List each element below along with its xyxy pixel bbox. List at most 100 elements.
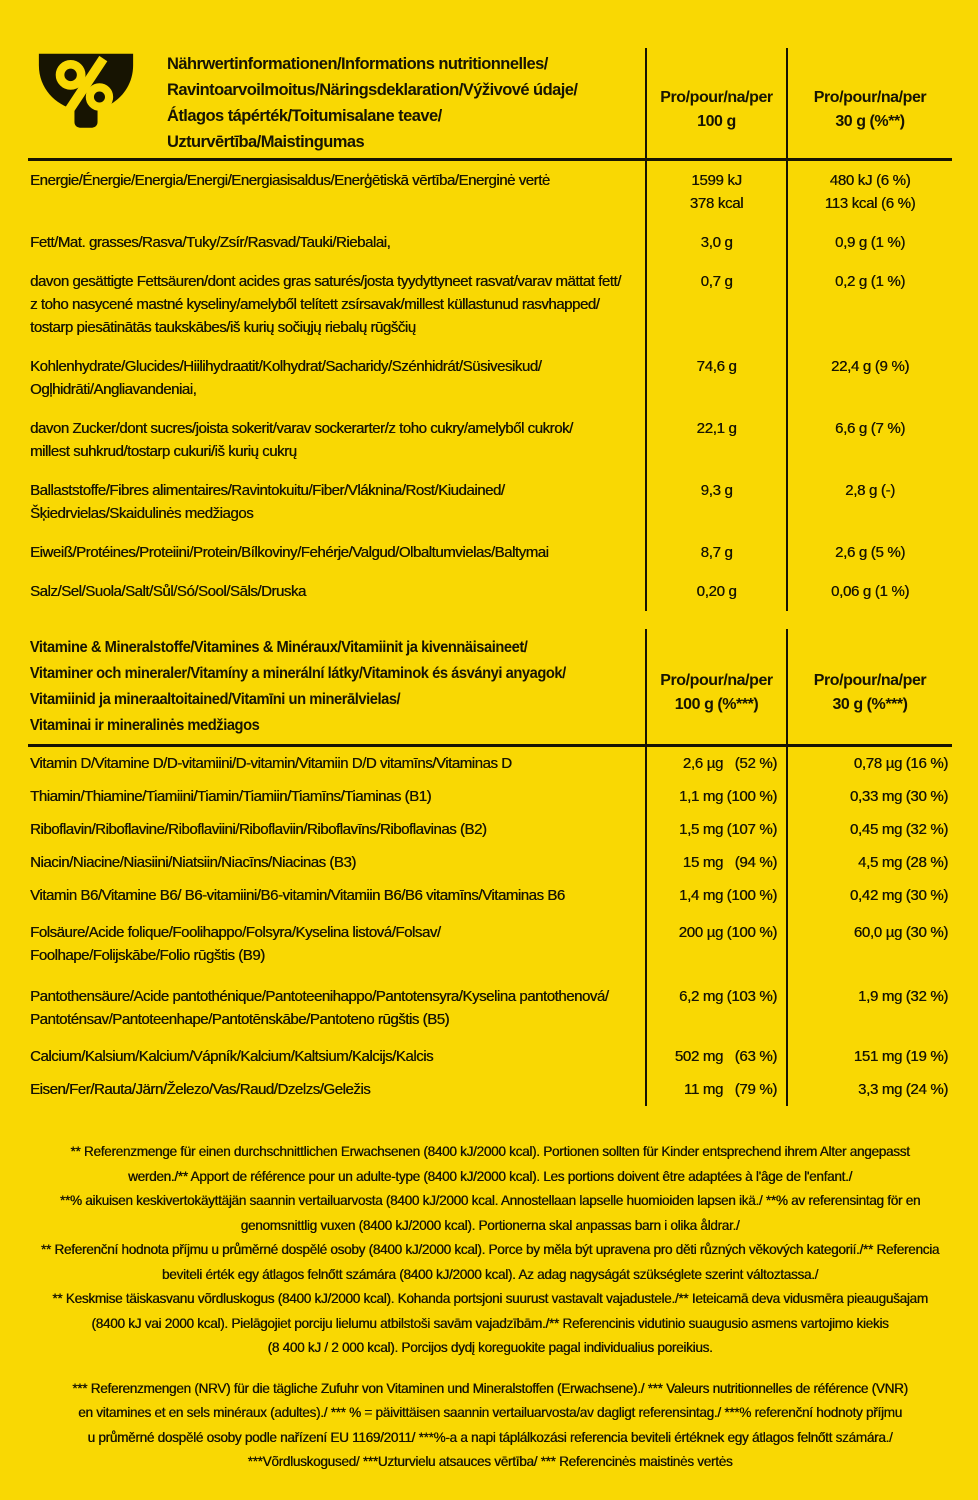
per-30g-value: 60,0 µg <box>853 924 903 941</box>
per-30g-value: 0,45 mg <box>849 821 902 838</box>
nutrient-label: Energie/Énergie/Energia/Energi/Energiasi… <box>30 172 550 189</box>
nutrient-label: davon Zucker/dont sucres/joista sokerit/… <box>30 420 573 460</box>
vitamin-row-folic-acid: Folsäure/Acide folique/Foolihappo/Folsyr… <box>28 912 952 976</box>
per-30g-percent: (16 %) <box>905 755 949 772</box>
nutrient-label: davon gesättigte Fettsäuren/dont acides … <box>30 273 621 336</box>
per-30g-value: 1,9 mg <box>857 988 902 1005</box>
per-100g-value: 9,3 g <box>700 482 733 499</box>
per-30g-value: 2,8 g (-) <box>845 482 895 499</box>
per-30g-value: 2,6 g (5 %) <box>834 544 906 561</box>
nutrient-label: Kohlenhydrate/Glucides/Hiilihydraatit/Ko… <box>30 358 542 398</box>
per-30g-value: 151 mg <box>853 1048 903 1065</box>
per-100g-percent: (100 %) <box>726 924 778 941</box>
reference-intake-note: ** Referenzmenge für einen durchschnittl… <box>28 1140 952 1361</box>
per-100g-percent: (103 %) <box>726 988 778 1005</box>
nutrient-row-fat: Fett/Mat. grasses/Rasva/Tuky/Zsír/Rasvad… <box>28 223 952 262</box>
nutrient-row-sugars: davon Zucker/dont sucres/joista sokerit/… <box>28 409 952 471</box>
per-30g-column-header: Pro/pour/na/per 30 g (%**) <box>786 48 952 158</box>
vitamin-row-vitamin-d: Vitamin D/Vitamine D/D-vitamiini/D-vitam… <box>28 747 952 780</box>
per-100g-value: 0,7 g <box>700 273 733 290</box>
footnote-line: **% aikuisen keskivertokäyttäjän saannin… <box>59 1193 921 1208</box>
per-30g-value: 0,06 g (1 %) <box>830 583 910 600</box>
per-30g-percent: (30 %) <box>905 887 949 904</box>
per-100g-value: 1,1 mg <box>678 788 723 805</box>
vitamins-table-header: Vitamine & Mineralstoffe/Vitamines & Min… <box>28 629 952 744</box>
vitamin-row-pantothenic-acid: Pantothensäure/Acide pantothénique/Panto… <box>28 976 952 1040</box>
per-100g-value: 502 mg <box>674 1048 724 1065</box>
nrv-note: *** Referenzmengen (NRV) für die täglich… <box>28 1377 952 1475</box>
footnote-line: ** Keskmise täiskasvanu võrdluskogus (84… <box>52 1291 928 1306</box>
per-30g-value: 0,2 g (1 %) <box>834 273 906 290</box>
section-gap <box>28 611 952 629</box>
per-100g-value: 15 mg <box>682 854 724 871</box>
per-30g-value: 4,5 mg <box>857 854 902 871</box>
footnote-line: en vitamines et en sels minéraux (adulte… <box>78 1405 902 1420</box>
per-30g-value: 3,3 mg <box>857 1081 902 1098</box>
vitamin-row-niacin: Niacin/Niacine/Niasiini/Niatsiin/Niacīns… <box>28 846 952 879</box>
footnote-line: ***Võrdluskogused/ ***Uzturvielu atsauce… <box>247 1454 733 1469</box>
vitamin-label: Pantothensäure/Acide pantothénique/Panto… <box>30 988 609 1028</box>
per-100g-percent: (107 %) <box>726 821 778 838</box>
footnotes: ** Referenzmenge für einen durchschnittl… <box>28 1140 952 1475</box>
per-30g-percent: (28 %) <box>905 854 949 871</box>
nutrition-table: Nährwertinformationen/Informations nutri… <box>28 48 952 611</box>
vitamin-row-thiamin: Thiamin/Thiamine/Tiamiini/Tiamin/Tiamiin… <box>28 780 952 813</box>
nutrient-row-salt: Salz/Sel/Suola/Salt/Sůl/Só/Sool/Sāls/Dru… <box>28 572 952 611</box>
nutrition-title-cell: Nährwertinformationen/Informations nutri… <box>28 48 645 158</box>
vitamins-table-title: Vitamine & Mineralstoffe/Vitamines & Min… <box>29 639 566 734</box>
per-100g-value: 0,20 g <box>696 583 737 600</box>
per-30g-value: 6,6 g (7 %) <box>834 420 906 437</box>
nutrient-label: Salz/Sel/Suola/Salt/Sůl/Só/Sool/Sāls/Dru… <box>30 583 306 600</box>
per-30g-percent: (30 %) <box>905 788 949 805</box>
footnote-line: werden./** Apport de référence pour un a… <box>127 1168 852 1184</box>
nutrient-row-protein: Eiweiß/Protéines/Proteiini/Protein/Bílko… <box>28 533 952 572</box>
per-100g-column-header: Pro/pour/na/per 100 g <box>645 48 786 158</box>
nutrient-row-fibre: Ballaststoffe/Fibres alimentaires/Ravint… <box>28 471 952 533</box>
footnote-line: u průměrné dospělé osoby podle nařízení … <box>87 1429 893 1445</box>
per-100g-value: 22,1 g <box>696 420 737 437</box>
footnote-line: *** Referenzmengen (NRV) für die täglich… <box>72 1380 908 1396</box>
per-30g-value: 0,78 µg <box>853 755 903 772</box>
footnote-line: beviteli érték egy átlagos felnőtt számá… <box>161 1266 819 1282</box>
per-100g-value: 74,6 g <box>696 358 737 375</box>
vitamin-row-iron: Eisen/Fer/Rauta/Järn/Železo/Vas/Raud/Dze… <box>28 1073 952 1106</box>
per-100g-percent: (100 %) <box>726 788 778 805</box>
nutrient-row-carbohydrate: Kohlenhydrate/Glucides/Hiilihydraatit/Ko… <box>28 347 952 409</box>
per-100g-value: 8,7 g <box>700 544 733 561</box>
footnote-line: (8400 kJ vai 2000 kcal). Pielāgojiet por… <box>91 1315 889 1331</box>
per-30g-percent: (19 %) <box>905 1048 949 1065</box>
nutrient-row-energy: Energie/Énergie/Energia/Energi/Energiasi… <box>28 161 952 223</box>
per-30g-percent: (32 %) <box>905 988 949 1005</box>
vitamin-label: Folsäure/Acide folique/Foolihappo/Folsyr… <box>30 924 441 964</box>
per-30g-column-header: Pro/pour/na/per 30 g (%***) <box>786 629 952 744</box>
footnote-line: genomsnittlig vuxen (8400 kJ/2000 kcal).… <box>240 1217 740 1233</box>
vitamin-row-vitamin-b6: Vitamin B6/Vitamine B6/ B6-vitamiini/B6-… <box>28 879 952 912</box>
header-divider <box>28 744 952 747</box>
per-30g-value: 22,4 g (9 %) <box>830 358 910 375</box>
vitamin-label: Calcium/Kalsium/Kalcium/Vápník/Kalcium/K… <box>30 1048 434 1065</box>
footnote-line: ** Referenční hodnota příjmu u průměrné … <box>40 1242 940 1257</box>
per-30g-value: 480 kJ (6 %) 113 kcal (6 %) <box>824 172 916 212</box>
per-100g-value: 1,4 mg <box>678 887 723 904</box>
footnote-line: ** Referenzmenge für einen durchschnittl… <box>70 1144 910 1159</box>
per-30g-percent: (30 %) <box>905 924 949 941</box>
nutrient-label: Eiweiß/Protéines/Proteiini/Protein/Bílko… <box>30 544 549 561</box>
nutrition-table-title: Nährwertinformationen/Informations nutri… <box>167 55 578 151</box>
per-100g-percent: (79 %) <box>734 1081 778 1098</box>
per-100g-value: 1,5 mg <box>678 821 723 838</box>
nutrient-row-saturates: davon gesättigte Fettsäuren/dont acides … <box>28 262 952 347</box>
per-100g-column-header: Pro/pour/na/per 100 g (%***) <box>645 629 786 744</box>
header-divider <box>28 158 952 161</box>
per-100g-value: 11 mg <box>683 1081 723 1098</box>
nutrition-table-header: Nährwertinformationen/Informations nutri… <box>28 48 952 158</box>
per-30g-value: 0,42 mg <box>849 887 902 904</box>
per-100g-value: 1599 kJ 378 kcal <box>689 172 744 212</box>
per-100g-percent: (63 %) <box>734 1048 778 1065</box>
per-30g-value: 0,33 mg <box>849 788 902 805</box>
vitamins-title-cell: Vitamine & Mineralstoffe/Vitamines & Min… <box>28 629 645 744</box>
per-100g-value: 6,2 mg <box>678 988 723 1005</box>
per-100g-percent: (52 %) <box>734 755 778 772</box>
per-100g-percent: (94 %) <box>734 854 778 871</box>
vitamin-label: Vitamin D/Vitamine D/D-vitamiini/D-vitam… <box>30 755 512 772</box>
